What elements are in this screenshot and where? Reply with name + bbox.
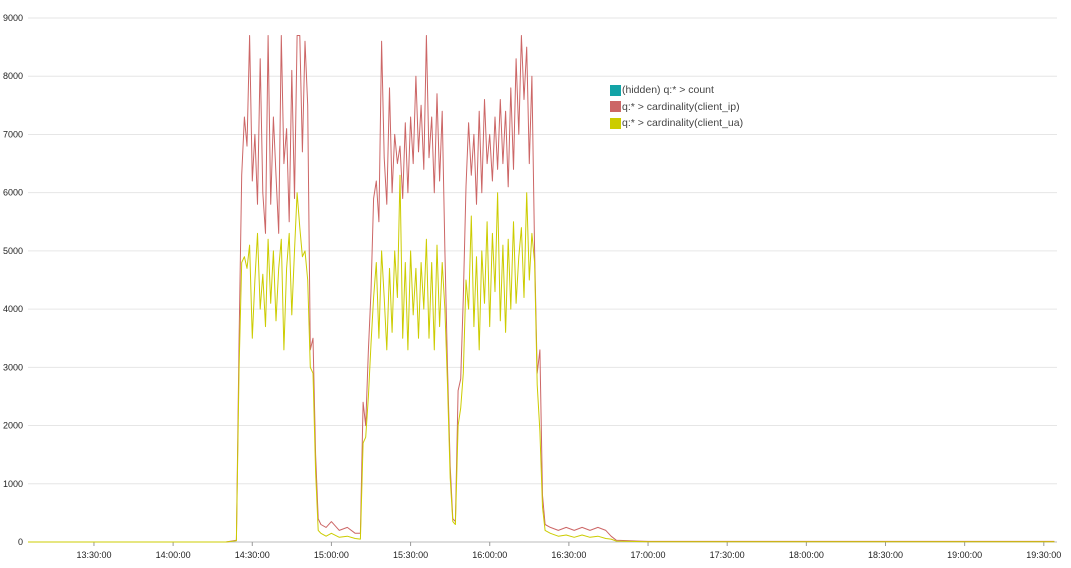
series-line-1 xyxy=(28,35,1055,543)
x-tick-label: 19:30:00 xyxy=(1026,550,1061,560)
x-tick-label: 16:00:00 xyxy=(472,550,507,560)
y-tick-label: 2000 xyxy=(3,421,23,431)
y-tick-label: 6000 xyxy=(3,188,23,198)
chart-series xyxy=(28,35,1055,543)
y-tick-label: 0 xyxy=(18,537,23,547)
y-tick-label: 5000 xyxy=(3,246,23,256)
x-tick-label: 18:00:00 xyxy=(789,550,824,560)
x-tick-label: 15:30:00 xyxy=(393,550,428,560)
y-tick-label: 3000 xyxy=(3,362,23,372)
legend-item-client-ip[interactable]: q:* > cardinality(client_ip) xyxy=(610,99,743,116)
legend-swatch-client-ip xyxy=(610,101,621,113)
chart-grid xyxy=(28,17,1057,543)
y-tick-label: 1000 xyxy=(3,479,23,489)
x-tick-label: 18:30:00 xyxy=(868,550,903,560)
y-tick-label: 4000 xyxy=(3,304,23,314)
y-tick-label: 9000 xyxy=(3,13,23,23)
y-tick-label: 8000 xyxy=(3,71,23,81)
legend-item-client-ua[interactable]: q:* > cardinality(client_ua) xyxy=(610,115,743,132)
x-tick-label: 16:30:00 xyxy=(551,550,586,560)
y-tick-label: 7000 xyxy=(3,129,23,139)
x-tick-label: 19:00:00 xyxy=(947,550,982,560)
x-axis: 13:30:00 14:00:00 14:30:00 15:00:00 15:30:00… xyxy=(76,542,1061,560)
series-line-2 xyxy=(28,174,1055,543)
y-axis: 0 1000 2000 3000 4000 5000 6000 7000 8000 9000 xyxy=(3,13,23,547)
legend-label-count: (hidden) q:* > count xyxy=(622,84,714,97)
legend-item-count[interactable]: (hidden) q:* > count xyxy=(610,82,743,99)
chart-legend: (hidden) q:* > count q:* > cardinality(c… xyxy=(610,82,743,132)
x-tick-label: 15:00:00 xyxy=(314,550,349,560)
x-tick-label: 14:30:00 xyxy=(235,550,270,560)
x-tick-label: 17:00:00 xyxy=(631,550,666,560)
x-tick-label: 14:00:00 xyxy=(156,550,191,560)
legend-label-client-ua: q:* > cardinality(client_ua) xyxy=(622,117,744,130)
x-tick-label: 13:30:00 xyxy=(76,550,111,560)
legend-swatch-client-ua xyxy=(610,117,621,129)
legend-swatch-count xyxy=(610,84,621,96)
legend-label-client-ip: q:* > cardinality(client_ip) xyxy=(622,100,740,113)
x-tick-label: 17:30:00 xyxy=(710,550,745,560)
